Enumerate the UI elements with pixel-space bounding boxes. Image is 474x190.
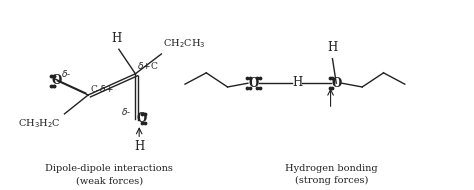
Text: O: O <box>331 77 341 90</box>
Point <box>138 122 146 125</box>
Point <box>256 77 264 80</box>
Point <box>138 112 146 115</box>
Point <box>254 77 261 80</box>
Text: H: H <box>292 76 302 89</box>
Text: CH$_3$H$_2$C: CH$_3$H$_2$C <box>18 118 61 130</box>
Point <box>50 75 58 78</box>
Point <box>326 86 333 89</box>
Point <box>328 86 336 89</box>
Point <box>141 112 149 115</box>
Point <box>47 84 55 87</box>
Text: (weak forces): (weak forces) <box>76 176 143 185</box>
Point <box>50 84 58 87</box>
Text: O: O <box>51 74 62 87</box>
Text: $\delta$-: $\delta$- <box>121 106 132 117</box>
Text: O: O <box>248 77 259 90</box>
Text: $\delta$-: $\delta$- <box>61 68 71 79</box>
Point <box>141 122 149 125</box>
Point <box>328 77 336 80</box>
Text: O: O <box>137 112 146 125</box>
Point <box>256 86 264 89</box>
Point <box>243 77 251 80</box>
Text: CH$_2$CH$_3$: CH$_2$CH$_3$ <box>163 37 206 50</box>
Point <box>254 86 261 89</box>
Text: Hydrogen bonding: Hydrogen bonding <box>285 164 378 173</box>
Text: H: H <box>134 140 144 153</box>
Text: C $\delta$+: C $\delta$+ <box>90 83 114 94</box>
Text: (strong forces): (strong forces) <box>295 176 368 185</box>
Text: H: H <box>111 32 122 45</box>
Point <box>326 77 333 80</box>
Point <box>246 77 254 80</box>
Point <box>246 86 254 89</box>
Text: $\delta$+C: $\delta$+C <box>137 60 159 71</box>
Text: H: H <box>328 41 337 54</box>
Text: Dipole-dipole interactions: Dipole-dipole interactions <box>46 164 173 173</box>
Point <box>47 75 55 78</box>
Point <box>243 86 251 89</box>
